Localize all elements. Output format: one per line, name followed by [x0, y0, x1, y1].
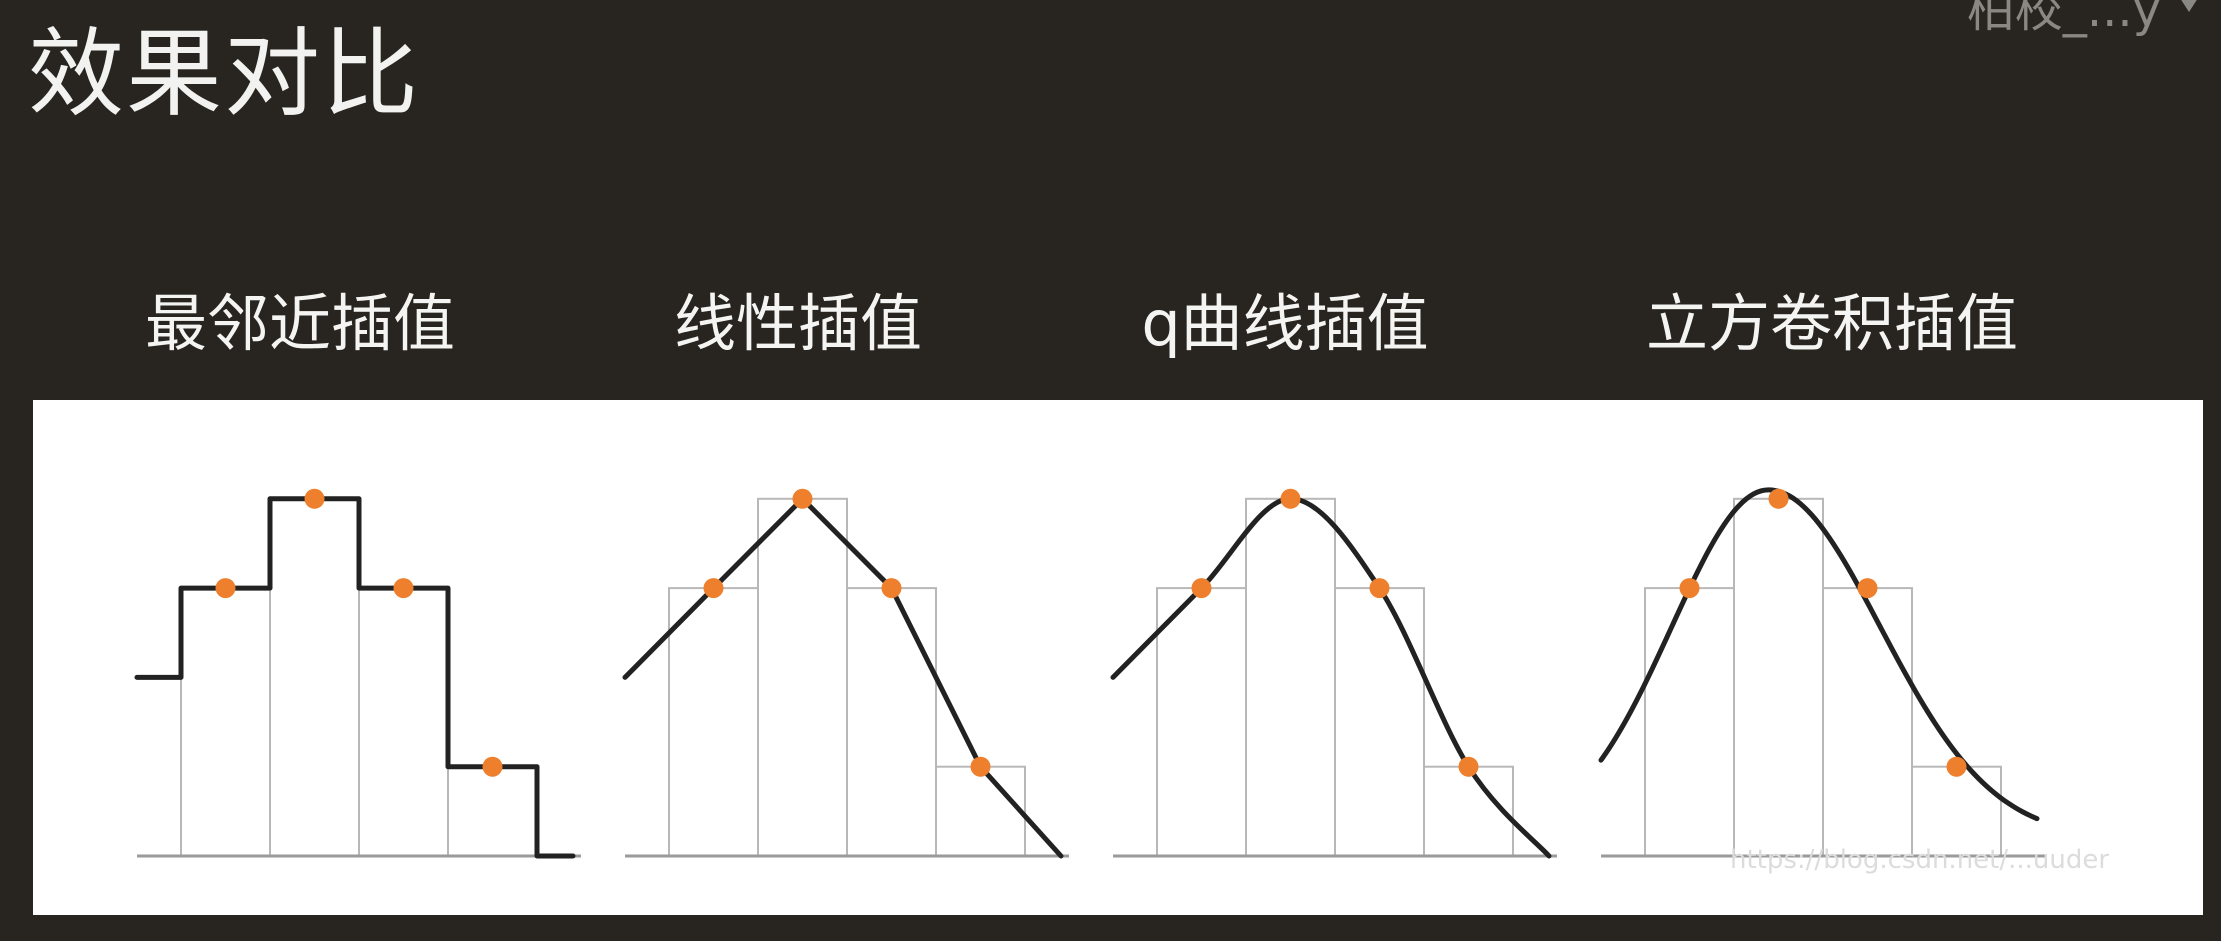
histogram-bar: [269, 497, 360, 857]
histogram-bar: [1822, 587, 1913, 857]
interpolation-curve: [1598, 487, 2040, 822]
interpolation-curve: [622, 496, 1064, 859]
histogram-bar: [1245, 497, 1336, 857]
histogram-bar: [1156, 587, 1247, 857]
histogram-bar: [358, 587, 449, 857]
histogram-bar: [1733, 497, 1824, 857]
histogram-bar: [1423, 765, 1514, 858]
histogram-bar: [668, 587, 759, 857]
sample-point: [304, 488, 325, 509]
sample-point: [970, 756, 991, 777]
sample-point: [1369, 578, 1390, 599]
sample-point: [792, 488, 813, 509]
sample-point: [1679, 578, 1700, 599]
sample-point: [1946, 756, 1967, 777]
page-title: 效果对比: [28, 18, 420, 130]
histogram-bar: [1644, 587, 1735, 857]
histogram-bar: [1334, 587, 1425, 857]
sample-point: [881, 578, 902, 599]
panel-title-q-curve: q曲线插值: [1141, 287, 1429, 360]
panel-title-linear: 线性插值: [673, 287, 923, 360]
sample-point: [215, 578, 236, 599]
histogram-bar: [180, 587, 271, 857]
histogram-bar: [757, 497, 848, 857]
watermark-text: https://blog.csdn.net/...uuder: [1730, 845, 2110, 875]
histogram-bar: [935, 765, 1026, 858]
diagram-panel: [33, 400, 2203, 915]
panel-title-cubic: 立方卷积插值: [1645, 287, 2019, 360]
top-right-overlay-text: 柏校_...y: [1966, 0, 2161, 38]
sample-point: [1768, 488, 1789, 509]
histogram-bar: [846, 587, 937, 857]
sample-point: [1191, 578, 1212, 599]
interpolation-curve: [1110, 496, 1552, 859]
sample-point: [703, 578, 724, 599]
sample-point: [1280, 488, 1301, 509]
histogram-bar: [447, 765, 538, 858]
panel-title-nearest: 最邻近插值: [144, 287, 456, 360]
sample-point: [393, 578, 414, 599]
histogram-bar: [1911, 765, 2002, 858]
play-arrow-icon: [2181, 0, 2197, 12]
sample-point: [1857, 578, 1878, 599]
interpolation-curve: [134, 496, 576, 859]
sample-point: [1458, 756, 1479, 777]
sample-point: [482, 756, 503, 777]
